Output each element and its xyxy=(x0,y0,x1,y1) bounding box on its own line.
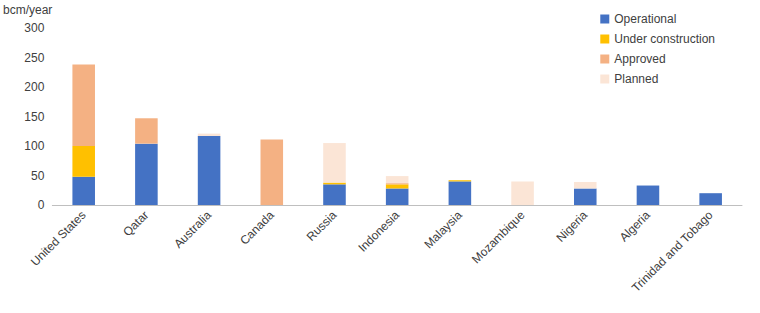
svg-text:250: 250 xyxy=(24,51,44,65)
svg-text:0: 0 xyxy=(38,198,45,212)
svg-text:50: 50 xyxy=(31,169,45,183)
svg-text:Indonesia: Indonesia xyxy=(355,208,402,255)
svg-text:Trinidad and Tobago: Trinidad and Tobago xyxy=(629,208,716,295)
svg-text:United States: United States xyxy=(28,208,89,269)
svg-text:300: 300 xyxy=(24,21,44,35)
svg-text:Planned: Planned xyxy=(614,72,658,86)
svg-text:Malaysia: Malaysia xyxy=(421,208,465,252)
svg-text:Mozambique: Mozambique xyxy=(469,208,528,267)
svg-text:200: 200 xyxy=(24,80,44,94)
svg-text:Canada: Canada xyxy=(237,208,277,248)
svg-text:Approved: Approved xyxy=(614,52,665,66)
svg-text:Nigeria: Nigeria xyxy=(553,208,590,245)
svg-text:Algeria: Algeria xyxy=(617,208,654,245)
svg-text:Operational: Operational xyxy=(614,12,676,26)
svg-text:150: 150 xyxy=(24,110,44,124)
svg-text:Qatar: Qatar xyxy=(120,208,151,239)
svg-text:Under construction: Under construction xyxy=(614,32,715,46)
svg-text:Russia: Russia xyxy=(304,208,340,244)
svg-text:bcm/year: bcm/year xyxy=(3,3,52,17)
svg-text:Australia: Australia xyxy=(171,208,214,251)
svg-text:100: 100 xyxy=(24,139,44,153)
